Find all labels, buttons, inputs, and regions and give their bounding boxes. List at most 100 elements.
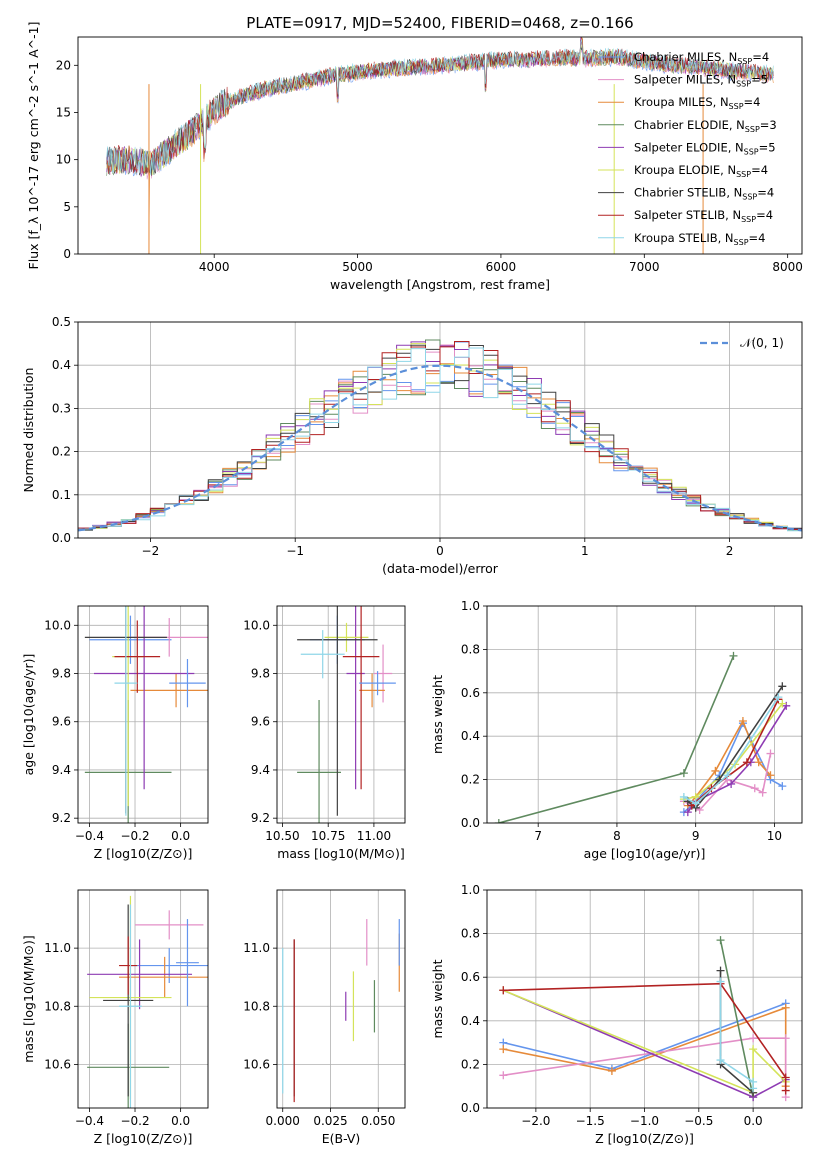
weight-marker: [738, 717, 747, 726]
y-tick-label: 0.3: [52, 401, 71, 415]
legend-entry: Salpeter MILES, NSSP=5: [634, 73, 768, 89]
plot-frame: [486, 605, 803, 824]
plot-frame: [276, 605, 406, 824]
spectrum-data: [106, 37, 774, 254]
y-axis-label: age [log10(age/yr)]: [21, 654, 36, 776]
weight-marker: [716, 936, 725, 945]
weight-line: [683, 696, 780, 805]
weight-line: [719, 939, 754, 1098]
weight-marker: [499, 1071, 508, 1080]
weight-marker: [679, 769, 688, 778]
y-tick-label: 10.6: [44, 1057, 71, 1071]
y-tick-label: 15: [56, 105, 71, 119]
y-tick-label: 9.6: [52, 715, 71, 729]
y-tick-label: 11.0: [44, 941, 71, 955]
weight-marker: [749, 1045, 758, 1054]
weight-marker: [778, 782, 787, 791]
y-tick-label: 10.8: [44, 999, 71, 1013]
y-tick-label: 1.0: [461, 599, 480, 613]
weight_vs_age-panel: 7 8 9 10 0.0 0.2 0.4 0.6 0.8 1.0 age [log10(age/yr…: [430, 599, 803, 861]
x-tick-label: 2: [726, 544, 734, 558]
x-axis-label: (data-model)/error: [382, 561, 499, 576]
weight-marker: [716, 1056, 725, 1065]
weight-marker: [499, 986, 508, 995]
y-tick-label: 10: [56, 153, 71, 167]
figure-title: PLATE=0917, MJD=52400, FIBERID=0468, z=0…: [246, 14, 633, 32]
x-tick-label: 0.0: [171, 829, 190, 843]
x-tick-label: −0.2: [120, 829, 149, 843]
y-tick-label: 0.2: [461, 773, 480, 787]
y-tick-label: 0.0: [461, 816, 480, 830]
age_vs_mass-panel: 10.50 10.75 11.00 9.2 9.4 9.6 9.8 10.0 mass [log…: [243, 605, 406, 861]
weight-marker: [749, 1034, 758, 1043]
weight-marker: [778, 699, 787, 708]
y-tick-label: 0.0: [461, 1101, 480, 1115]
y-tick-label: 0.2: [461, 1057, 480, 1071]
y-tick-label: 1.0: [461, 883, 480, 897]
weight-line: [683, 753, 772, 812]
y-tick-label: 9.2: [52, 811, 71, 825]
weight-marker: [607, 1066, 616, 1075]
spectrum-line: [106, 39, 774, 176]
y-axis-label: mass weight: [430, 959, 445, 1038]
x-tick-label: 10.50: [265, 829, 299, 843]
weight-marker: [716, 966, 725, 975]
weight-marker: [742, 758, 751, 767]
x-tick-label: 0: [436, 544, 444, 558]
x-axis-label: mass [log10(M/M⊙)]: [277, 846, 405, 861]
weight-marker: [716, 977, 725, 986]
plot-frame: [77, 36, 803, 255]
weight-marker: [781, 1003, 790, 1012]
weight-marker: [727, 779, 736, 788]
y-tick-label: 0.0: [52, 531, 71, 545]
normal-curve: [78, 364, 802, 532]
y-tick-label: 9.4: [52, 763, 71, 777]
weight-marker: [729, 651, 738, 660]
x-tick-label: −2.0: [521, 1114, 550, 1128]
x-tick-label: −1: [286, 544, 304, 558]
x-axis-label: Z [log10(Z/Z⊙)]: [94, 1131, 193, 1146]
weight-marker: [766, 749, 775, 758]
weight-line: [687, 719, 772, 807]
x-tick-label: 8000: [772, 260, 803, 274]
y-tick-label: 0.4: [52, 358, 71, 372]
y-tick-label: 0.6: [461, 970, 480, 984]
x-tick-label: −0.4: [75, 1114, 104, 1128]
legend-entry: Chabrier MILES, NSSP=4: [634, 50, 769, 66]
legend-entry: Chabrier ELODIE, NSSP=3: [634, 118, 777, 134]
y-tick-label: 0.4: [461, 729, 480, 743]
y-axis-label: mass [log10(M/M⊙)]: [21, 935, 36, 1063]
x-axis-label: Z [log10(Z/Z⊙)]: [94, 846, 193, 861]
x-tick-label: 0.0: [744, 1114, 763, 1128]
x-tick-label: 0.025: [313, 1114, 347, 1128]
x-tick-label: 9: [692, 829, 700, 843]
legend-entry: Salpeter ELODIE, NSSP=5: [634, 140, 776, 156]
weight-marker: [723, 771, 732, 780]
weight-marker: [754, 758, 763, 767]
weight-marker: [774, 693, 783, 702]
weight-marker: [683, 808, 692, 817]
age_vs_Z-panel: −0.4 −0.2 0.0 9.2 9.4 9.6 9.8 10.0 Z [log10(Z/Z⊙…: [21, 605, 209, 861]
plot-frame: [77, 889, 209, 1109]
weight_vs_age-data: [494, 651, 791, 823]
legend-entry: Kroupa ELODIE, NSSP=4: [634, 163, 768, 179]
age_vs_mass-data: [297, 606, 396, 823]
weight-marker: [750, 784, 759, 793]
mass_vs_ebv-data: [282, 919, 400, 1103]
x-tick-label: 7: [534, 829, 542, 843]
x-tick-label: −0.4: [75, 829, 104, 843]
legend-entry: Kroupa MILES, NSSP=4: [634, 95, 760, 111]
y-axis-label: Normed distribution: [21, 368, 36, 493]
histogram-series: [78, 347, 802, 532]
weight_vs_Z-data: [499, 936, 790, 1102]
legend-entry: Salpeter STELIB, NSSP=4: [634, 208, 773, 224]
y-tick-label: 0: [63, 247, 71, 261]
mass_vs_Z-panel: −0.4 −0.2 0.0 10.6 10.8 11.0 Z [log10(Z/Z⊙)] ma…: [21, 889, 209, 1146]
weight-marker: [781, 1073, 790, 1082]
legend-entry: Kroupa STELIB, NSSP=4: [634, 231, 765, 247]
x-tick-label: 10: [767, 829, 782, 843]
x-tick-label: 6000: [486, 260, 517, 274]
y-tick-label: 0.4: [461, 1014, 480, 1028]
y-tick-label: 11.0: [243, 941, 270, 955]
